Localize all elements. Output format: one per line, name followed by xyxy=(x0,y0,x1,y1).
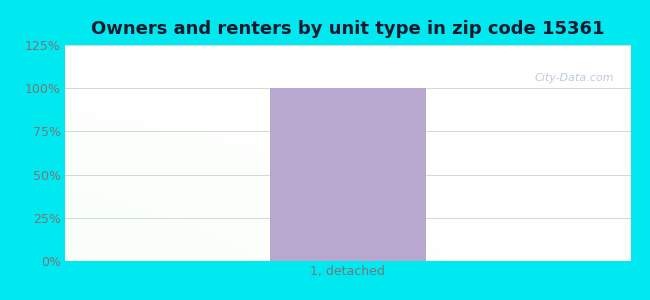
Text: City-Data.com: City-Data.com xyxy=(534,73,614,83)
Title: Owners and renters by unit type in zip code 15361: Owners and renters by unit type in zip c… xyxy=(91,20,604,38)
Bar xyxy=(270,88,426,261)
